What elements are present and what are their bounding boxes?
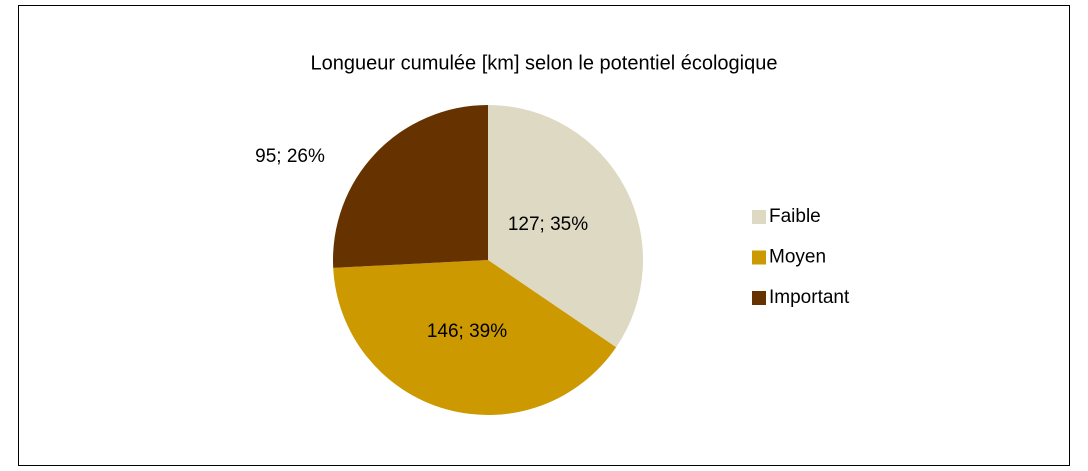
pie-slice [488,105,643,348]
data-label: 146; 39% [427,321,507,342]
chart-title: Longueur cumulée [km] selon le potentiel… [311,52,778,74]
legend-label: Faible [769,206,821,227]
legend-label: Important [769,287,850,308]
data-label: 95; 26% [255,146,325,167]
legend-swatch [752,250,766,265]
legend-swatch [752,210,766,224]
legend-swatch [752,291,766,305]
data-label: 127; 35% [508,214,588,235]
pie-slice [333,105,488,268]
legend-label: Moyen [769,247,826,268]
pie-slice [333,260,617,415]
